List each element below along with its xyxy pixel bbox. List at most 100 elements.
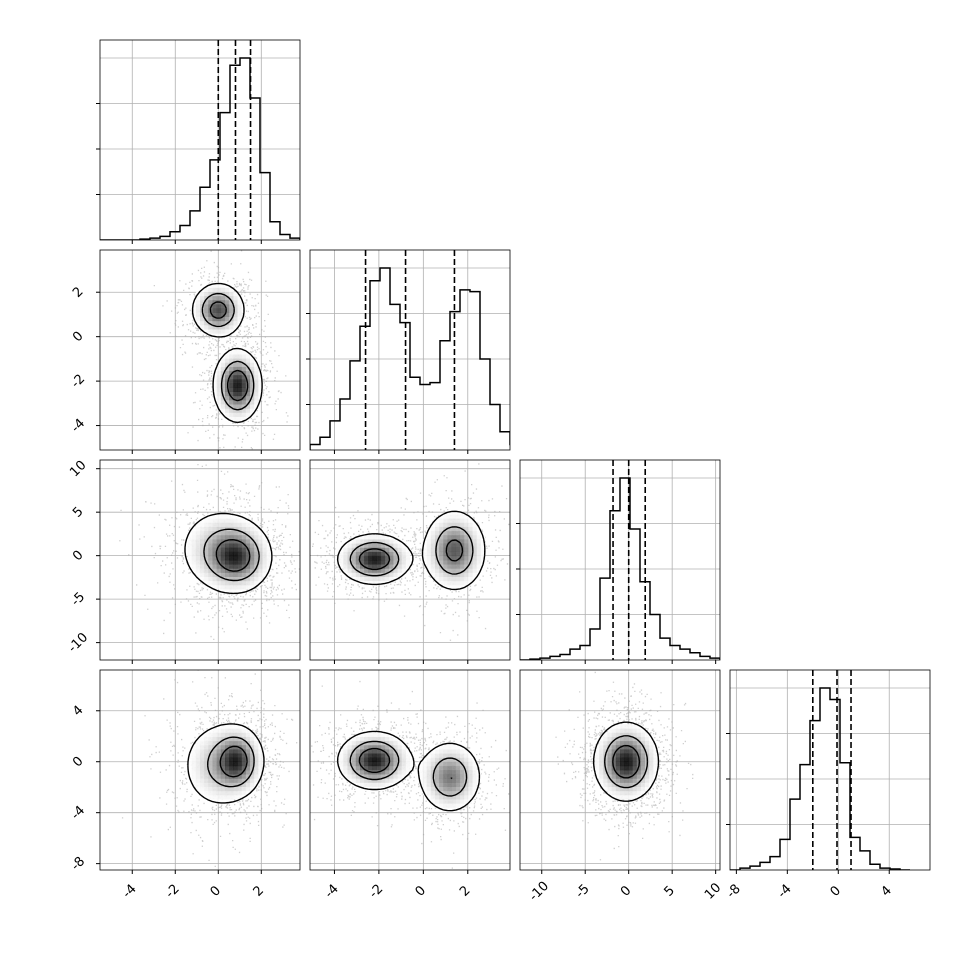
density-cell xyxy=(225,291,230,297)
density-cell xyxy=(393,547,398,552)
y-tick-label: 0 xyxy=(70,548,86,564)
density-cell xyxy=(254,539,259,544)
density-cell xyxy=(624,778,629,783)
density-cell xyxy=(389,761,394,767)
density-cell xyxy=(229,560,234,565)
density-cell xyxy=(447,807,452,812)
density-cell xyxy=(220,526,226,532)
density-cell xyxy=(204,522,209,527)
density-cell xyxy=(607,728,612,733)
contour-line xyxy=(358,539,464,571)
density-cell xyxy=(245,535,251,540)
density-cell xyxy=(368,564,373,569)
density-cell xyxy=(355,778,361,783)
density-cell xyxy=(216,325,222,330)
density-cell xyxy=(397,761,402,767)
density-cell xyxy=(195,749,201,754)
density-cell xyxy=(455,782,461,787)
density-cell xyxy=(372,580,377,586)
density-cell xyxy=(607,786,612,792)
density-cell xyxy=(241,757,247,762)
density-cell xyxy=(368,765,373,771)
density-cell xyxy=(237,354,242,359)
density-cell xyxy=(241,753,247,758)
density-cell xyxy=(220,543,226,548)
density-cell xyxy=(258,749,263,754)
density-cell xyxy=(212,770,217,775)
density-cell xyxy=(447,560,452,565)
density-cell xyxy=(225,300,230,305)
density-cell xyxy=(397,749,402,754)
density-cell xyxy=(216,770,222,775)
density-cell xyxy=(245,564,251,569)
density-cell xyxy=(472,547,477,552)
density-cell xyxy=(649,753,654,758)
density-cell xyxy=(397,778,402,783)
density-cell xyxy=(640,753,646,758)
density-cell xyxy=(212,551,217,557)
density-cell xyxy=(632,745,637,750)
density-cell xyxy=(216,786,222,792)
density-cell xyxy=(351,736,357,742)
density-cell xyxy=(250,400,255,405)
density-cell xyxy=(385,547,390,552)
density-cell xyxy=(245,379,251,384)
density-cell xyxy=(460,560,465,565)
density-cell xyxy=(460,555,465,561)
density-cell xyxy=(351,745,357,750)
density-cell xyxy=(439,778,444,783)
density-cell xyxy=(191,535,197,540)
density-cell xyxy=(233,312,238,317)
density-cell xyxy=(245,778,251,783)
density-cell xyxy=(204,757,209,762)
density-cell xyxy=(430,551,436,557)
density-cell xyxy=(220,560,226,565)
density-cell xyxy=(599,770,604,775)
density-cell xyxy=(410,765,415,771)
density-cell xyxy=(191,526,197,532)
density-cell xyxy=(233,362,238,367)
density-cell xyxy=(225,408,230,413)
density-cell xyxy=(191,530,197,536)
density-cell xyxy=(245,400,251,405)
density-cell xyxy=(439,770,444,775)
x-tick-label: -8 xyxy=(724,882,744,902)
density-cell xyxy=(250,580,255,586)
density-cell xyxy=(364,551,369,557)
density-cell xyxy=(455,761,461,767)
density-cell xyxy=(426,774,432,779)
density-cell xyxy=(368,757,373,762)
density-cell xyxy=(195,564,201,569)
density-cell xyxy=(250,555,255,561)
density-cell xyxy=(430,786,436,792)
density-cell xyxy=(351,555,357,561)
density-cell xyxy=(393,740,398,746)
density-cell xyxy=(401,745,407,750)
density-cell xyxy=(200,786,205,792)
density-cell xyxy=(393,745,398,750)
density-cell xyxy=(208,765,213,771)
density-cell xyxy=(611,740,617,746)
density-cell xyxy=(191,770,197,775)
density-cell xyxy=(603,774,608,779)
density-cell xyxy=(455,555,461,561)
density-cell xyxy=(220,749,226,754)
density-cell xyxy=(447,585,452,590)
density-cell xyxy=(451,753,457,758)
density-cell xyxy=(460,753,465,758)
density-cell xyxy=(368,753,373,758)
x-tick-label: -5 xyxy=(573,882,593,902)
density-cell xyxy=(439,518,444,523)
density-cell xyxy=(611,790,617,796)
density-cell xyxy=(468,770,473,775)
density-cell xyxy=(191,745,197,750)
density-cell xyxy=(376,765,382,771)
density-cell xyxy=(460,749,465,754)
density-cell xyxy=(200,530,205,536)
density-cell xyxy=(607,732,612,737)
density-cell xyxy=(250,526,255,532)
density-cell xyxy=(447,790,452,796)
density-cell xyxy=(204,572,209,577)
density-cell xyxy=(624,761,629,767)
density-cell xyxy=(241,564,247,569)
